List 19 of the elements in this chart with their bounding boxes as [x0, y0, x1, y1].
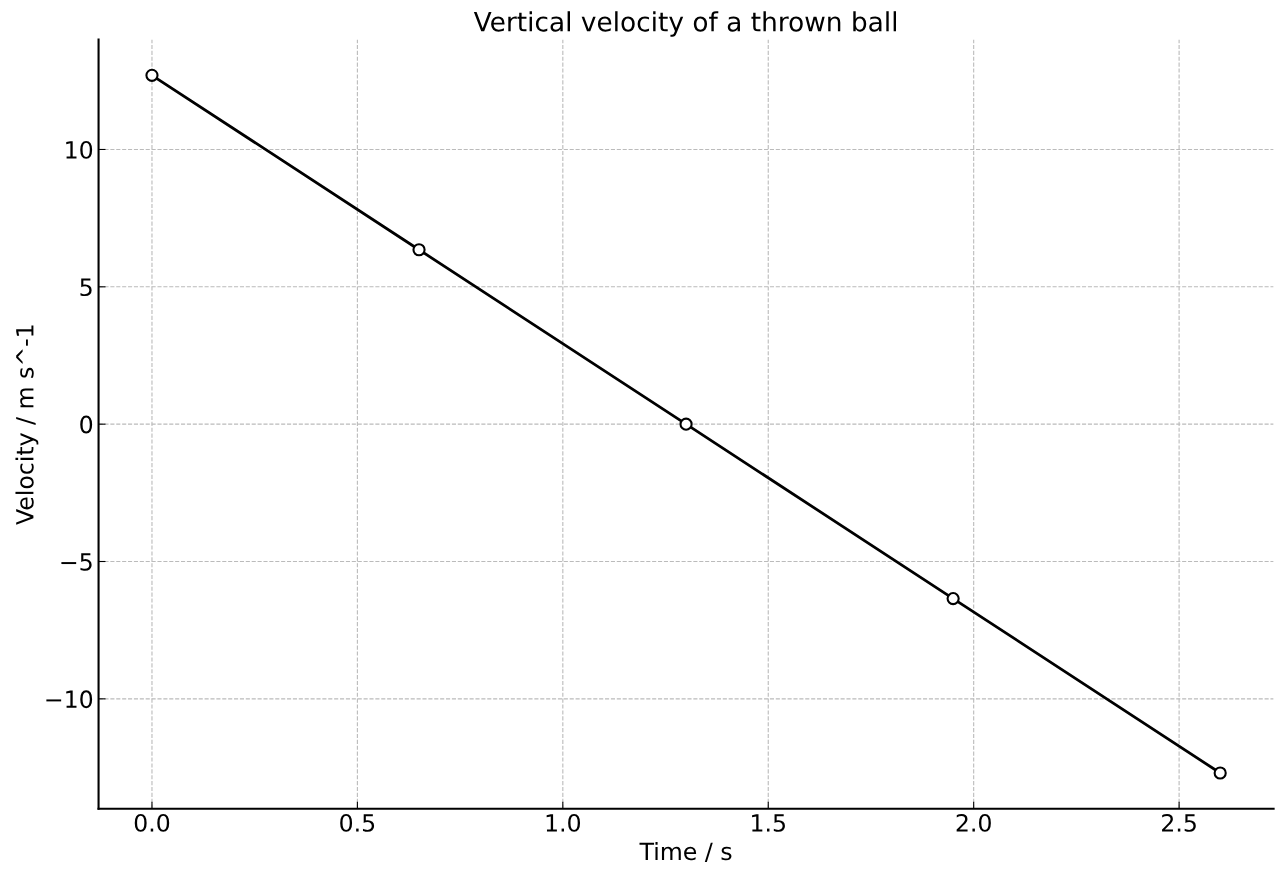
y-tick-label: 5 — [80, 278, 92, 297]
point — [679, 417, 693, 431]
point — [946, 591, 960, 606]
point — [412, 243, 426, 257]
y-tick-label: −10 — [46, 690, 93, 709]
x-tick-label: 0.5 — [340, 814, 375, 832]
x-axis-title: Time / s — [639, 841, 732, 863]
x-tick-label: 0.0 — [134, 814, 170, 832]
point — [1213, 766, 1227, 780]
x-tick-label: 1.0 — [546, 814, 581, 832]
x-tick-label: 2.0 — [956, 814, 991, 832]
point — [145, 68, 159, 82]
x-tick-label: 2.5 — [1162, 814, 1196, 832]
y-tick-label: 10 — [66, 140, 93, 159]
chart-title: Vertical velocity of a thrown ball — [473, 11, 897, 37]
y-tick-label: 0 — [80, 415, 93, 434]
x-tick-label: 1.5 — [752, 814, 785, 832]
y-axis-title: Velocity / m s^-1 — [15, 325, 39, 525]
y-tick-label: −5 — [61, 553, 92, 571]
